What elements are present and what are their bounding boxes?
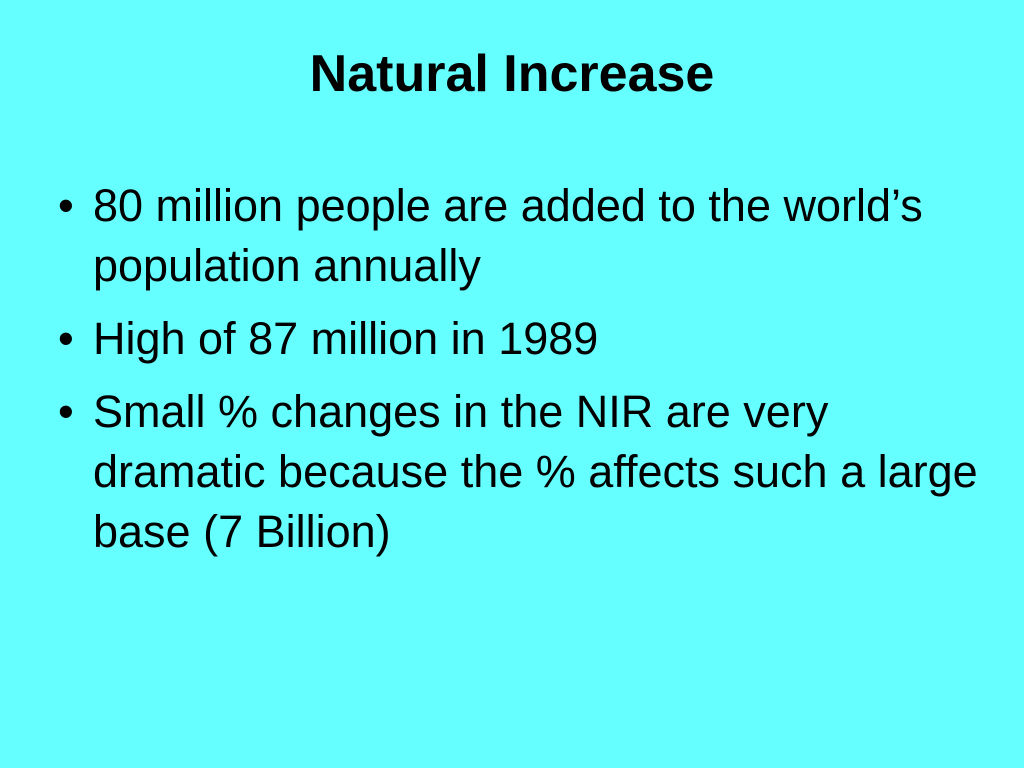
slide-title: Natural Increase: [309, 45, 715, 103]
bullet-icon: •: [58, 180, 74, 231]
bullet-text: Small % changes in the NIR are very dram…: [93, 386, 978, 557]
bullet-icon: •: [58, 386, 74, 437]
bullet-list: • 80 million people are added to the wor…: [58, 176, 988, 575]
bullet-text: High of 87 million in 1989: [93, 313, 599, 364]
bullet-item: • Small % changes in the NIR are very dr…: [58, 382, 988, 562]
bullet-icon: •: [58, 313, 74, 364]
bullet-item: • 80 million people are added to the wor…: [58, 176, 988, 296]
bullet-item: • High of 87 million in 1989: [58, 309, 988, 369]
bullet-text: 80 million people are added to the world…: [93, 180, 923, 291]
